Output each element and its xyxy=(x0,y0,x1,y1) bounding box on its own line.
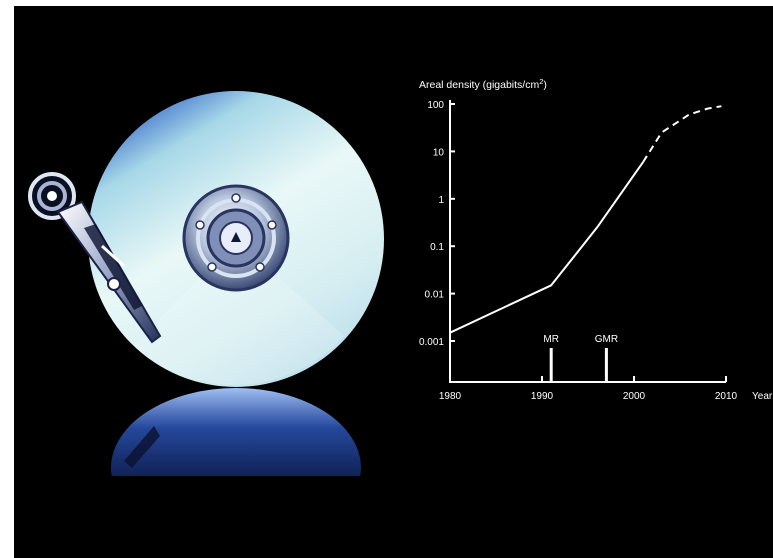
figure-canvas: Areal density (gigabits/cm2) 0.0010.010.… xyxy=(28,77,773,476)
x-tick-label: 1990 xyxy=(531,391,554,402)
spindle-hub-icon xyxy=(182,184,290,292)
technology-markers: MR GMR xyxy=(543,334,618,382)
y-tick-label: 0.01 xyxy=(425,290,445,301)
x-axis-ticks: 1980 1990 2000 2010 xyxy=(439,376,738,402)
x-tick-label: 2000 xyxy=(623,391,646,402)
y-tick-label: 0.1 xyxy=(430,242,444,253)
y-tick-label: 1 xyxy=(438,195,444,206)
read-write-arm-icon xyxy=(28,172,162,344)
y-tick-label: 10 xyxy=(433,147,445,158)
series-line-dashed xyxy=(642,105,722,163)
reflection xyxy=(111,388,361,476)
y-tick-label: 100 xyxy=(427,100,444,111)
data-series xyxy=(449,105,722,334)
figure-frame: Areal density (gigabits/cm2) 0.001 0.01 0.… xyxy=(14,6,773,558)
hard-disk-illustration xyxy=(28,91,384,476)
marker-label: GMR xyxy=(595,334,618,345)
x-tick-label: 2010 xyxy=(715,391,738,402)
areal-density-chart: Areal density (gigabits/cm2) 0.0010.010.… xyxy=(419,77,773,402)
x-axis-label: Year xyxy=(752,391,773,402)
x-tick-label: 1980 xyxy=(439,391,462,402)
y-axis-ticks: 0.001 0.01 0.1 1 10 100 xyxy=(419,100,455,348)
y-tick-label: 0.001 xyxy=(419,337,444,348)
y-axis-label: Areal density (gigabits/cm2) xyxy=(419,77,547,91)
series-line-solid xyxy=(449,161,645,334)
marker-label: MR xyxy=(543,334,559,345)
